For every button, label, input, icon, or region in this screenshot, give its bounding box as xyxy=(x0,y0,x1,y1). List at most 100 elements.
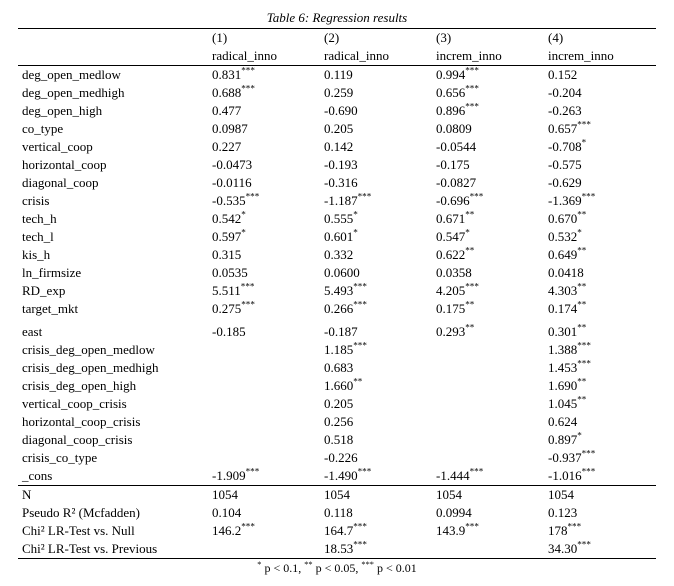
cell-value: -0.535*** xyxy=(208,192,320,210)
significance-stars: *** xyxy=(582,467,596,477)
cell-value: 143.9*** xyxy=(432,522,544,540)
cell-value: 0.624 xyxy=(544,413,656,431)
cell-value: 0.0358 xyxy=(432,264,544,282)
cell-empty xyxy=(432,395,544,413)
cell-value: 0.174** xyxy=(544,300,656,318)
significance-stars: * xyxy=(353,228,358,238)
cell-value: 0.142 xyxy=(320,138,432,156)
significance-stars: *** xyxy=(246,192,260,202)
cell-value: 0.0535 xyxy=(208,264,320,282)
col-name: increm_inno xyxy=(544,47,656,66)
cell-value: 1054 xyxy=(432,486,544,505)
cell-value: 0.205 xyxy=(320,120,432,138)
cell-value: -0.690 xyxy=(320,102,432,120)
significance-stars: ** xyxy=(465,210,474,220)
significance-stars: ** xyxy=(577,246,586,256)
significance-stars: *** xyxy=(470,192,484,202)
cell-empty xyxy=(208,431,320,449)
cell-value: 0.256 xyxy=(320,413,432,431)
cell-value: 146.2*** xyxy=(208,522,320,540)
cell-value: -0.185 xyxy=(208,318,320,341)
cell-value: -0.708* xyxy=(544,138,656,156)
cell-value: 0.175** xyxy=(432,300,544,318)
cell-value: -0.0473 xyxy=(208,156,320,174)
stat-label: Chi² LR-Test vs. Null xyxy=(18,522,208,540)
significance-stars: *** xyxy=(241,84,255,94)
cell-value: 0.622** xyxy=(432,246,544,264)
significance-stars: ** xyxy=(465,300,474,310)
row-label: crisis_deg_open_medlow xyxy=(18,341,208,359)
col-num: (2) xyxy=(320,29,432,48)
cell-empty xyxy=(208,449,320,467)
row-label: deg_open_high xyxy=(18,102,208,120)
significance-stars: *** xyxy=(353,341,367,351)
row-label: _cons xyxy=(18,467,208,486)
cell-value: 18.53*** xyxy=(320,540,432,559)
cell-empty xyxy=(432,540,544,559)
cell-empty xyxy=(432,359,544,377)
significance-stars: *** xyxy=(241,300,255,310)
row-label: co_type xyxy=(18,120,208,138)
col-num: (4) xyxy=(544,29,656,48)
cell-value: 0.227 xyxy=(208,138,320,156)
cell-value: 0.104 xyxy=(208,504,320,522)
cell-value: -0.226 xyxy=(320,449,432,467)
row-label: east xyxy=(18,318,208,341)
cell-value: 0.657*** xyxy=(544,120,656,138)
row-label: RD_exp xyxy=(18,282,208,300)
cell-value: 0.0600 xyxy=(320,264,432,282)
row-label: kis_h xyxy=(18,246,208,264)
cell-value: 1.690** xyxy=(544,377,656,395)
cell-value: 0.532* xyxy=(544,228,656,246)
significance-stars: *** xyxy=(465,522,479,532)
row-label: horizontal_coop xyxy=(18,156,208,174)
significance-stars: *** xyxy=(241,522,255,532)
row-label: diagonal_coop_crisis xyxy=(18,431,208,449)
cell-value: 0.301** xyxy=(544,318,656,341)
cell-value: 1054 xyxy=(208,486,320,505)
cell-value: 0.0809 xyxy=(432,120,544,138)
cell-value: 0.293** xyxy=(432,318,544,341)
cell-empty xyxy=(208,395,320,413)
cell-value: -0.0827 xyxy=(432,174,544,192)
significance-stars: *** xyxy=(465,102,479,112)
significance-stars: ** xyxy=(577,210,586,220)
row-label: ln_firmsize xyxy=(18,264,208,282)
cell-value: -0.629 xyxy=(544,174,656,192)
cell-value: -0.187 xyxy=(320,318,432,341)
significance-stars: ** xyxy=(353,377,362,387)
cell-value: 0.649** xyxy=(544,246,656,264)
significance-stars: * xyxy=(241,228,246,238)
col-num: (1) xyxy=(208,29,320,48)
cell-value: 0.896*** xyxy=(432,102,544,120)
significance-stars: * xyxy=(577,431,582,441)
col-name: increm_inno xyxy=(432,47,544,66)
significance-stars: ** xyxy=(577,377,586,387)
stat-label: Chi² LR-Test vs. Previous xyxy=(18,540,208,559)
cell-value: 0.275*** xyxy=(208,300,320,318)
significance-stars: *** xyxy=(246,467,260,477)
significance-stars: *** xyxy=(465,84,479,94)
significance-stars: *** xyxy=(353,540,367,550)
cell-value: 5.493*** xyxy=(320,282,432,300)
significance-stars: *** xyxy=(470,467,484,477)
cell-value: 0.897* xyxy=(544,431,656,449)
cell-empty xyxy=(432,449,544,467)
cell-value: 0.118 xyxy=(320,504,432,522)
stat-label: N xyxy=(18,486,208,505)
cell-value: -0.0544 xyxy=(432,138,544,156)
cell-value: -0.937*** xyxy=(544,449,656,467)
footer-star-3: *** xyxy=(361,560,374,569)
cell-empty xyxy=(208,377,320,395)
cell-value: 0.332 xyxy=(320,246,432,264)
cell-value: -0.575 xyxy=(544,156,656,174)
col-name: radical_inno xyxy=(320,47,432,66)
cell-value: 1.045** xyxy=(544,395,656,413)
significance-stars: *** xyxy=(241,282,255,292)
cell-value: 0.266*** xyxy=(320,300,432,318)
stat-label: Pseudo R² (Mcfadden) xyxy=(18,504,208,522)
cell-value: 34.30*** xyxy=(544,540,656,559)
cell-empty xyxy=(208,413,320,431)
row-label: deg_open_medhigh xyxy=(18,84,208,102)
significance-stars: ** xyxy=(577,282,586,292)
